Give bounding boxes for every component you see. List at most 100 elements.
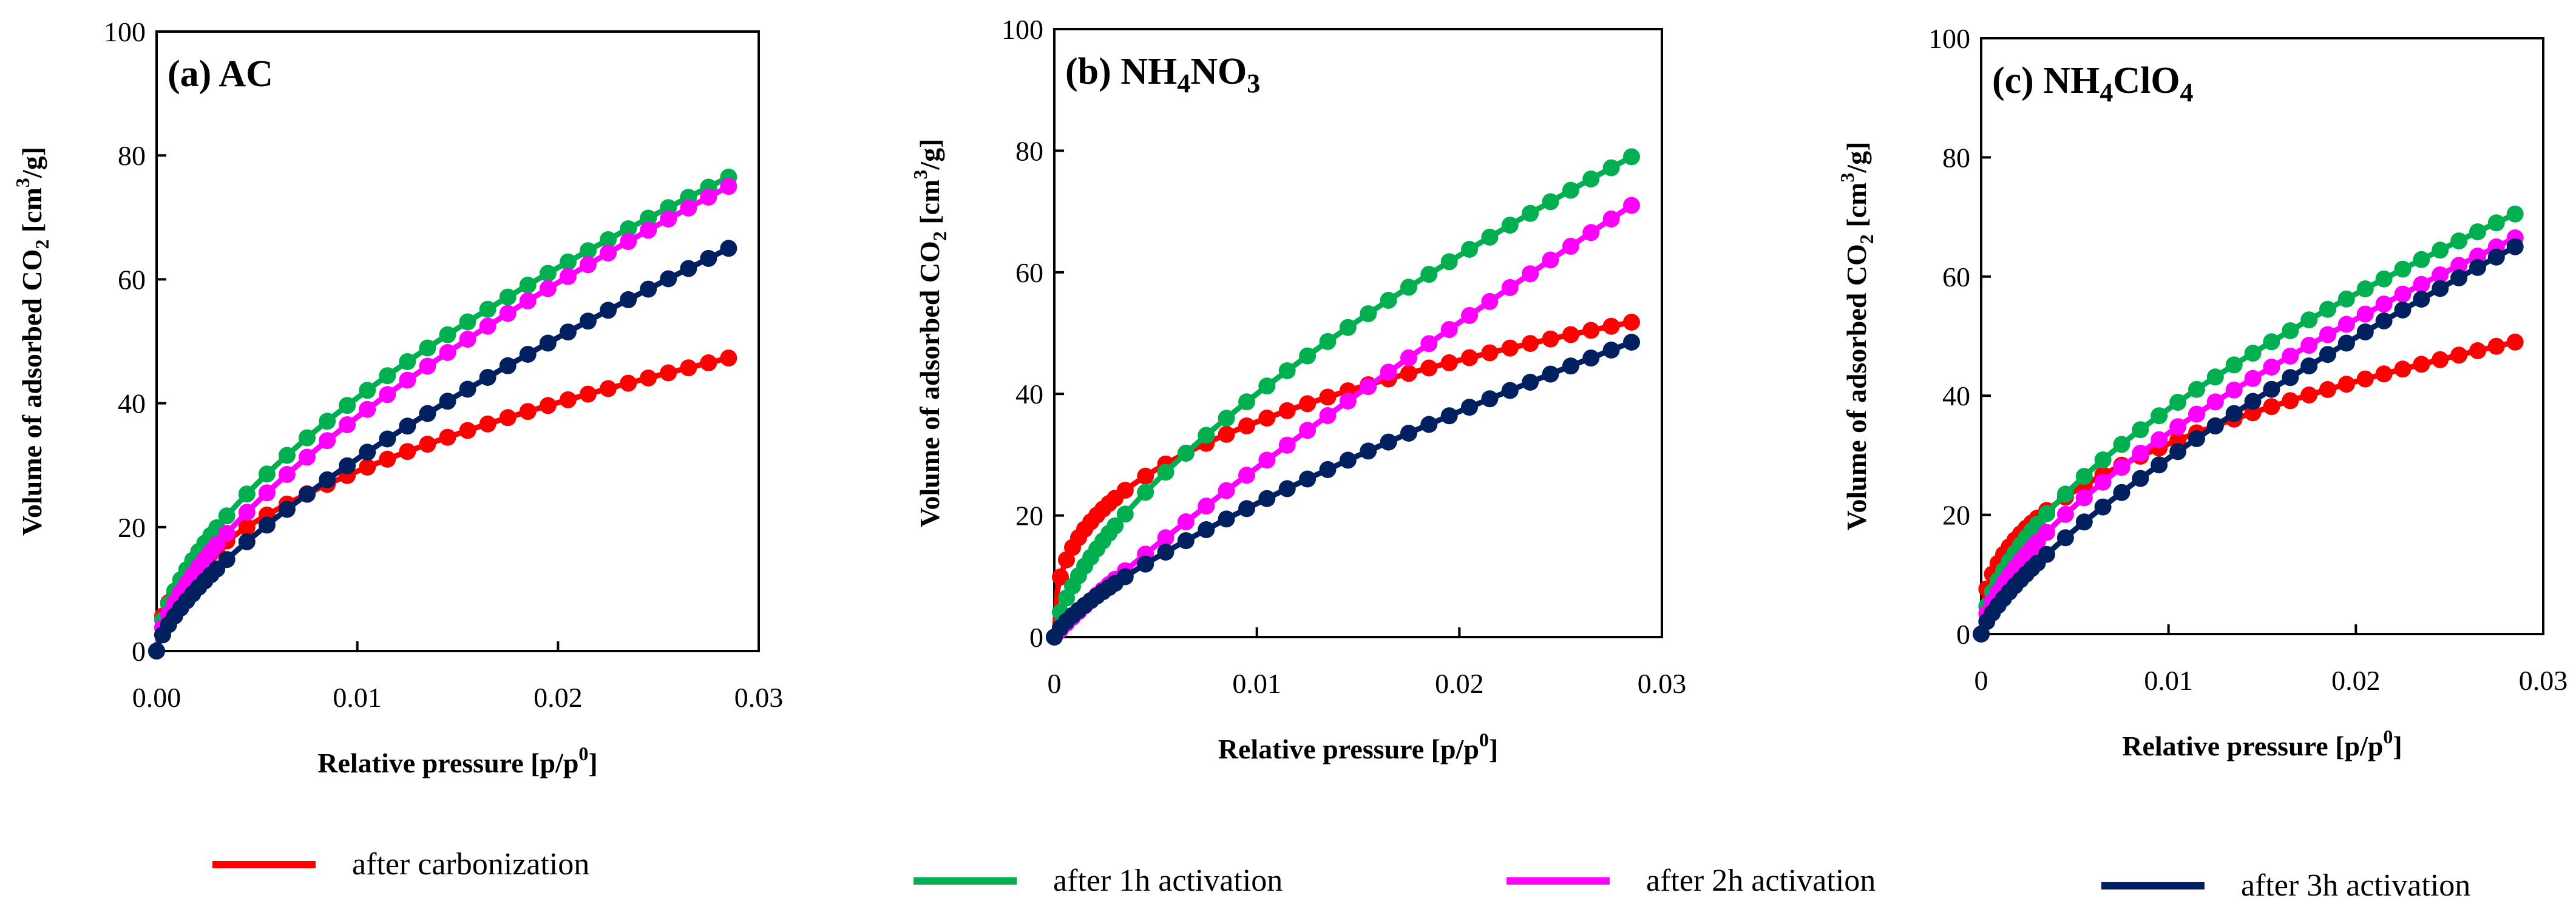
data-point [1481,228,1499,246]
x-axis-label: Relative pressure [p/p0] [2122,726,2402,761]
data-point [539,280,557,297]
panel-title: (b) NH4NO3 [1065,51,1260,98]
data-point [299,448,316,466]
data-point [2038,505,2055,522]
data-point [2506,333,2524,351]
data-point [539,265,557,282]
data-point [620,291,637,308]
data-point [359,382,376,399]
data-point [2394,301,2412,319]
data-point [479,300,497,318]
data-point [2038,545,2055,563]
data-point [1522,374,1539,391]
series-after-carbonization [1046,314,1640,646]
data-point [2375,295,2393,313]
data-point [439,326,456,343]
y-tick-label: 20 [118,512,146,543]
data-point [1501,279,1519,296]
series-after-1h-activation [1046,148,1640,646]
data-point [2487,214,2505,232]
data-point [1440,354,1458,371]
data-point [579,256,597,274]
y-tick-label: 40 [118,388,146,419]
data-point [2206,368,2224,386]
x-tick-label: 0 [1048,668,1062,699]
data-point [1420,266,1438,283]
series-line [1978,235,2517,635]
data-point [319,471,336,488]
data-point [2337,316,2355,333]
data-point [218,507,236,525]
data-point [1157,529,1174,547]
data-point [1400,278,1417,296]
data-point [1052,569,1069,586]
legend: after carbonization after 1h activation af… [212,847,2470,903]
data-point [720,240,737,257]
data-point [2356,280,2374,298]
data-point [2244,393,2262,410]
data-point [1440,253,1458,271]
x-tick-label: 0.01 [2144,665,2193,696]
series-after-2h-activation [148,178,737,660]
data-point [2450,257,2468,274]
series-line [154,184,730,652]
x-axis-label: Relative pressure [p/p0] [1218,729,1499,764]
data-point [2356,323,2374,341]
panel-title: (c) NH4ClO4 [1992,60,2194,107]
data-point [579,242,597,260]
data-point [2319,326,2336,343]
data-point [2094,451,2112,468]
data-point [2337,334,2355,352]
data-point [1238,393,1255,411]
y-tick-label: 60 [118,264,146,295]
data-point [1319,332,1337,350]
data-point [1157,544,1174,561]
data-point [1522,265,1539,283]
data-point [1400,365,1417,382]
data-point [1400,425,1417,442]
y-tick-label: 80 [118,140,146,171]
data-point [218,525,236,542]
data-point [1299,347,1317,365]
data-point [1481,344,1499,362]
data-point [2151,456,2168,474]
data-point [660,364,677,382]
data-point [2075,489,2093,507]
data-point [1440,321,1458,339]
data-point [1602,342,1620,359]
data-point [2337,290,2355,308]
data-point [1157,464,1174,481]
data-point [2432,351,2449,368]
series-line [1978,244,2517,635]
data-point [1319,407,1337,424]
data-point [700,354,717,371]
data-point [2282,392,2299,410]
data-point [2225,381,2243,399]
data-point [1461,349,1478,366]
data-point [2188,405,2205,423]
panel-title: (a) AC [168,53,273,95]
data-point [1461,399,1478,416]
data-point [1198,521,1215,538]
data-point [339,416,356,433]
data-point [258,484,276,502]
y-tick-label: 100 [1928,23,1970,54]
data-point [2113,484,2130,501]
data-point [519,276,537,294]
legend-label: after 1h activation [1053,863,1283,898]
data-point [1501,339,1519,357]
data-point [1107,517,1124,535]
data-point [278,447,296,464]
data-point [2413,275,2430,293]
data-point [720,349,737,367]
data-point [700,249,717,267]
data-point [2113,436,2130,453]
y-tick-label: 40 [1942,380,1970,411]
data-point [519,403,537,420]
data-point [2319,346,2336,363]
data-point [579,385,597,403]
data-point [2394,360,2412,378]
data-point [359,400,376,418]
data-point [2432,241,2449,259]
data-point [339,457,356,474]
